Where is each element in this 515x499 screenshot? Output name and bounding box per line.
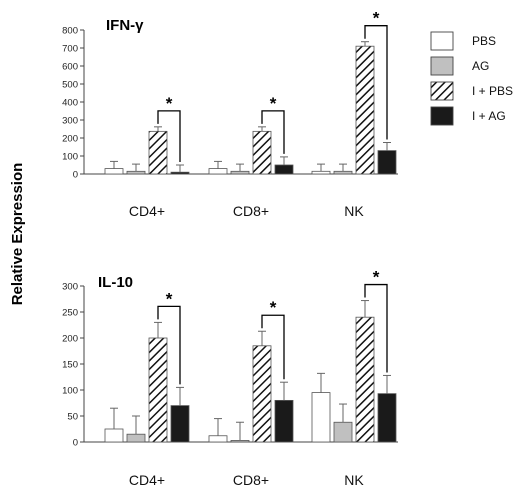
category-label: CD8+ bbox=[233, 472, 269, 488]
bar-pbs-cd4 bbox=[104, 428, 124, 443]
legend: PBS AG I + PBS I + AG bbox=[430, 31, 513, 126]
significance-star: * bbox=[166, 289, 173, 308]
y-tick-label: 0 bbox=[73, 170, 78, 181]
category-label: CD4+ bbox=[129, 203, 165, 219]
category-label: NK bbox=[344, 472, 364, 488]
bar-i-ag-cd4 bbox=[170, 171, 190, 175]
y-tick-label: 100 bbox=[62, 386, 78, 397]
y-tick-label: 800 bbox=[62, 26, 78, 37]
legend-swatch-pbs bbox=[430, 31, 454, 51]
bar-ag-cd8 bbox=[230, 170, 250, 175]
category-label: NK bbox=[344, 203, 364, 219]
bar-i-ag-cd8 bbox=[274, 164, 294, 175]
y-tick-label: 600 bbox=[62, 62, 78, 73]
bar-ag-cd4 bbox=[126, 170, 146, 175]
significance-star: * bbox=[373, 9, 380, 28]
y-tick-label: 250 bbox=[62, 308, 78, 319]
ifn-gamma-panel: IFN-γ 0 100 200 300 400 500 600 700 800 CD4+ CD8+ NK… bbox=[62, 9, 398, 219]
y-tick-label: 100 bbox=[62, 152, 78, 163]
significance-star: * bbox=[166, 94, 173, 113]
bar-ag-cd4 bbox=[126, 433, 146, 443]
significance-bracket bbox=[261, 314, 285, 380]
y-tick-label: 400 bbox=[62, 98, 78, 109]
significance-bracket bbox=[261, 110, 285, 154]
y-axis-label: Relative Expression bbox=[9, 163, 26, 306]
significance-bracket bbox=[157, 305, 181, 385]
legend-swatch-i-ag bbox=[430, 106, 454, 126]
bar-i-ag-cd8 bbox=[274, 399, 294, 443]
bar-i-pbs-cd8 bbox=[252, 130, 272, 175]
legend-swatch-i-pbs bbox=[430, 81, 454, 101]
y-tick-label: 0 bbox=[73, 438, 78, 449]
bar-ag-nk bbox=[333, 421, 353, 443]
il-10-panel: IL-10 0 50 100 150 200 250 300 CD4+ CD8+ NK * * * bbox=[62, 268, 398, 488]
y-tick-label: 200 bbox=[62, 334, 78, 345]
bar-i-pbs-nk bbox=[355, 45, 375, 175]
bar-i-ag-cd4 bbox=[170, 405, 190, 443]
significance-star: * bbox=[270, 94, 277, 113]
bar-i-pbs-cd4 bbox=[148, 130, 168, 175]
y-tick-label: 200 bbox=[62, 134, 78, 145]
y-tick-label: 150 bbox=[62, 360, 78, 371]
significance-star: * bbox=[270, 298, 277, 317]
bar-pbs-cd8 bbox=[208, 168, 228, 175]
significance-star: * bbox=[373, 268, 380, 287]
bar-pbs-nk bbox=[311, 392, 331, 443]
bar-i-ag-nk bbox=[377, 150, 397, 175]
panel-title: IFN-γ bbox=[106, 17, 144, 34]
legend-swatch-ag bbox=[430, 56, 454, 76]
bar-ag-nk bbox=[333, 170, 353, 175]
legend-label-pbs: PBS bbox=[472, 34, 496, 48]
bar-i-pbs-cd4 bbox=[148, 337, 168, 443]
category-label: CD8+ bbox=[233, 203, 269, 219]
y-tick-label: 50 bbox=[67, 412, 78, 423]
significance-bracket bbox=[364, 25, 388, 140]
bar-i-pbs-cd8 bbox=[252, 345, 272, 443]
panel-title: IL-10 bbox=[98, 274, 133, 291]
y-tick-label: 300 bbox=[62, 282, 78, 293]
y-tick-label: 700 bbox=[62, 44, 78, 55]
bar-i-ag-nk bbox=[377, 393, 397, 443]
bar-ag-cd8 bbox=[230, 440, 250, 443]
bar-pbs-nk bbox=[311, 170, 331, 175]
category-label: CD4+ bbox=[129, 472, 165, 488]
legend-label-i-pbs: I + PBS bbox=[472, 84, 513, 98]
y-tick-label: 500 bbox=[62, 80, 78, 91]
legend-label-ag: AG bbox=[472, 59, 489, 73]
significance-bracket bbox=[364, 283, 388, 373]
legend-label-i-ag: I + AG bbox=[472, 109, 506, 123]
y-tick-label: 300 bbox=[62, 116, 78, 127]
bar-pbs-cd4 bbox=[104, 168, 124, 175]
significance-bracket bbox=[157, 110, 181, 162]
bar-i-pbs-nk bbox=[355, 316, 375, 443]
bar-pbs-cd8 bbox=[208, 435, 228, 443]
